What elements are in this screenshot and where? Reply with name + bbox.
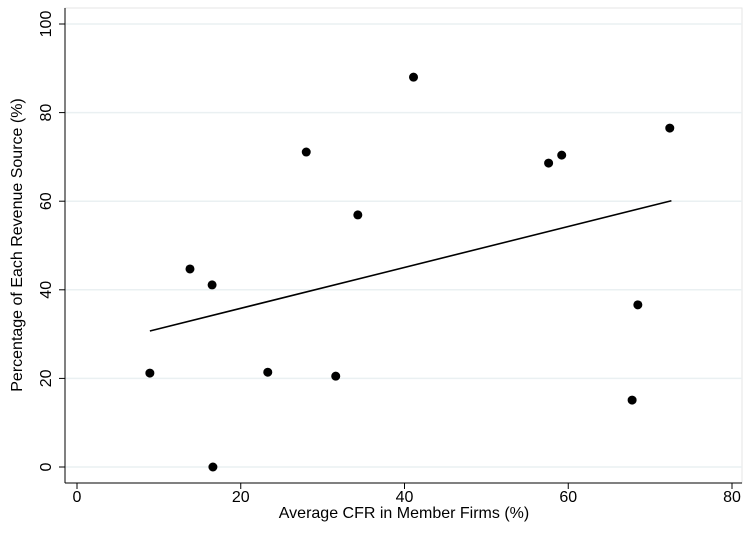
scatter-point bbox=[208, 462, 218, 472]
scatter-point bbox=[145, 368, 155, 378]
scatter-point bbox=[207, 280, 217, 290]
scatter-point bbox=[557, 150, 567, 160]
y-tick-label: 80 bbox=[38, 104, 55, 122]
x-tick-label: 60 bbox=[559, 489, 577, 506]
scatter-point bbox=[409, 72, 419, 82]
scatter-point bbox=[263, 367, 273, 377]
scatter-point bbox=[544, 158, 554, 168]
scatter-point bbox=[331, 371, 341, 381]
x-tick-label: 0 bbox=[73, 489, 82, 506]
scatter-point bbox=[665, 123, 675, 133]
y-tick-label: 0 bbox=[38, 462, 55, 471]
scatter-point bbox=[353, 210, 363, 220]
x-tick-label: 20 bbox=[232, 489, 250, 506]
scatter-point bbox=[185, 264, 195, 274]
plot-region bbox=[64, 7, 743, 484]
x-tick-label: 80 bbox=[723, 489, 741, 506]
scatter-point bbox=[633, 300, 643, 310]
y-tick-label: 20 bbox=[38, 369, 55, 387]
y-tick-label: 100 bbox=[38, 11, 55, 38]
scatter-point bbox=[627, 395, 637, 405]
y-tick-label: 60 bbox=[38, 192, 55, 210]
y-tick-label: 40 bbox=[38, 281, 55, 299]
scatter-point bbox=[301, 147, 311, 157]
x-tick-label: 40 bbox=[396, 489, 414, 506]
x-axis-title: Average CFR in Member Firms (%) bbox=[279, 505, 529, 522]
y-axis-title: Percentage of Each Revenue Source (%) bbox=[9, 98, 26, 392]
fit-line bbox=[149, 199, 672, 332]
